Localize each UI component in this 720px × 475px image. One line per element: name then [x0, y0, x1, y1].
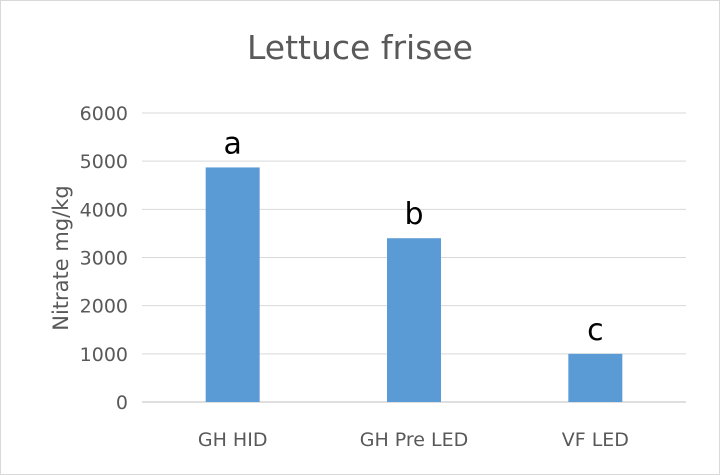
data-label: c [587, 313, 604, 348]
bar-3 [568, 353, 623, 402]
data-label: a [223, 126, 241, 161]
x-tick-label: GH Pre LED [360, 429, 469, 451]
y-tick-label: 4000 [80, 199, 128, 221]
x-tick-label: VF LED [562, 429, 629, 451]
y-tick-label: 0 [116, 392, 128, 414]
y-tick-label: 6000 [80, 103, 128, 125]
data-label: b [404, 197, 423, 232]
y-tick-label: 3000 [80, 248, 128, 270]
y-tick-label: 2000 [80, 296, 128, 318]
y-tick-label: 5000 [80, 151, 128, 173]
bar-2 [387, 238, 441, 402]
y-tick-label: 1000 [80, 344, 128, 366]
x-tick-label: GH HID [198, 429, 268, 451]
chart-title: Lettuce frisee [247, 28, 473, 67]
bar-1 [205, 167, 260, 402]
